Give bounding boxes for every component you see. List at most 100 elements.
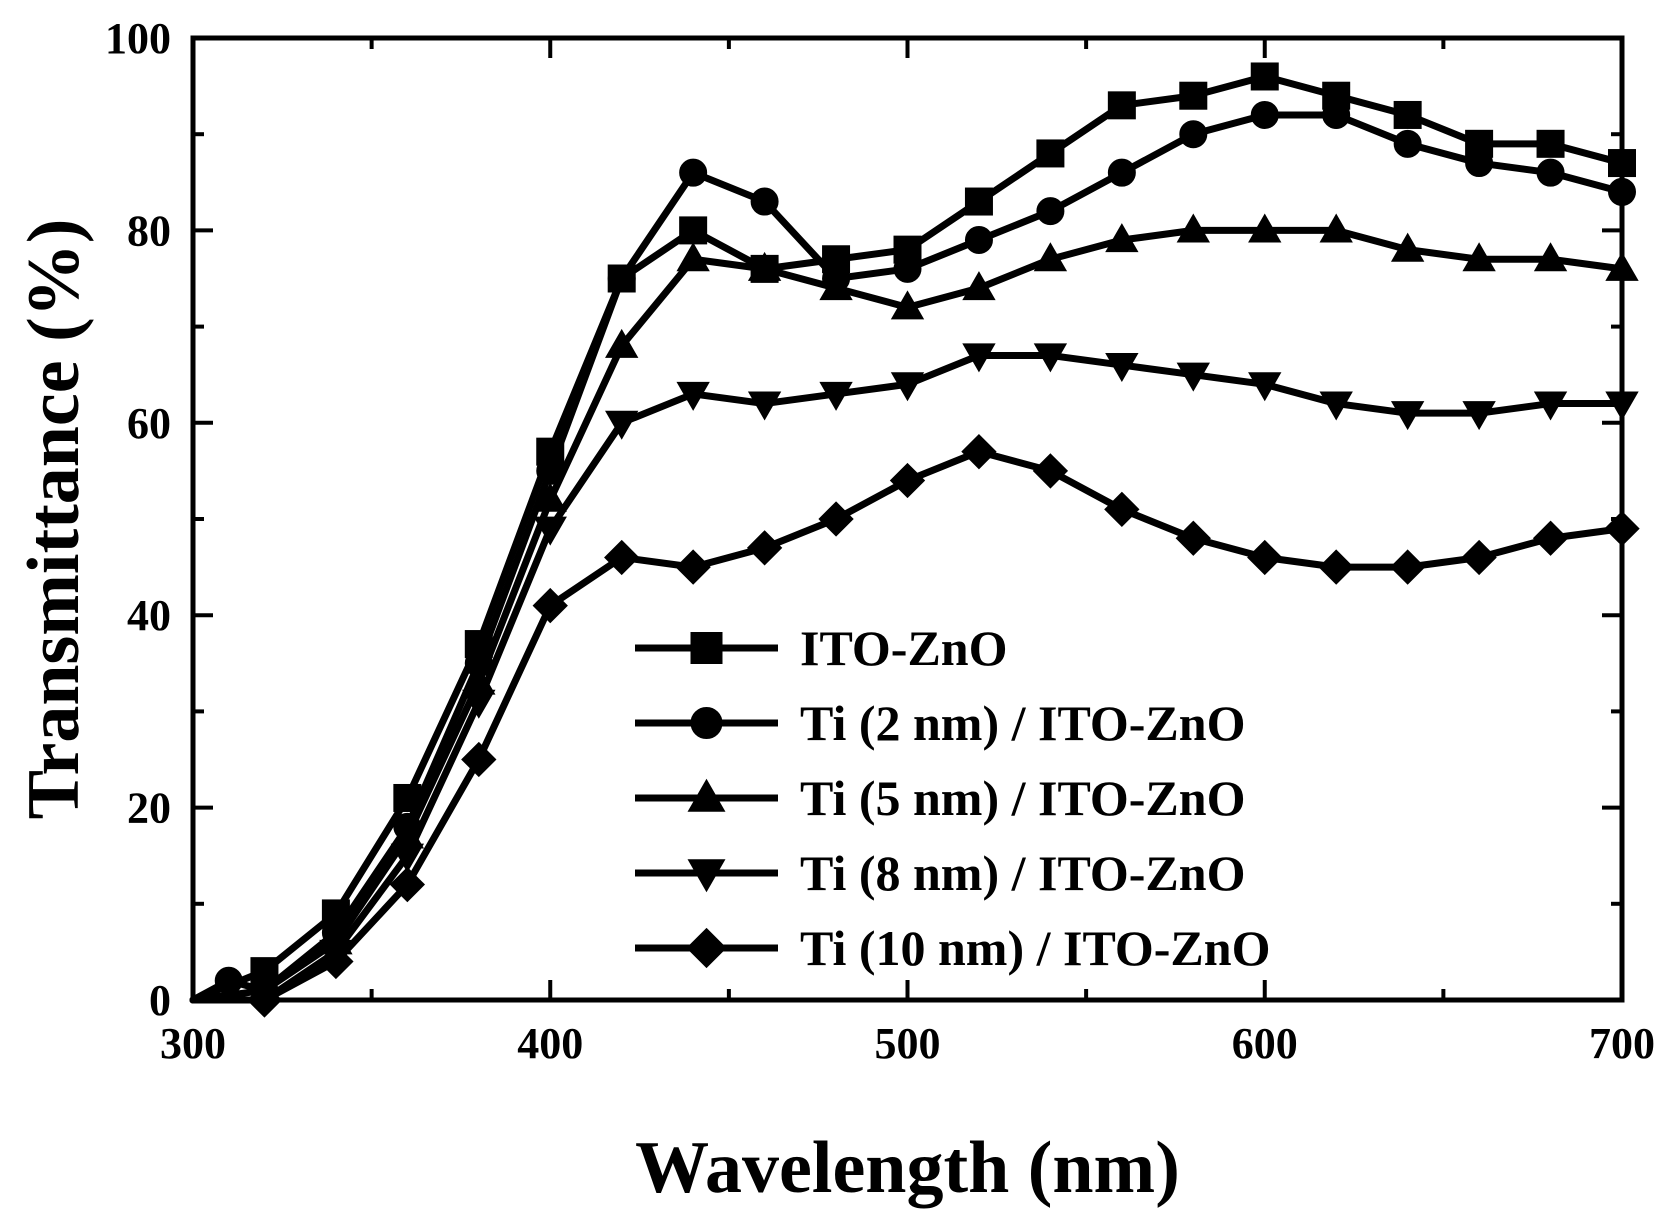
axis-ticks — [191, 36, 1624, 1002]
data-point — [1032, 453, 1069, 489]
data-point — [1532, 520, 1569, 556]
data-point — [1390, 232, 1425, 262]
data-point — [1533, 391, 1568, 421]
data-point — [964, 226, 993, 255]
y-tick-label: 80 — [127, 206, 171, 255]
data-point — [750, 187, 779, 216]
data-point — [747, 251, 782, 281]
data-point — [679, 216, 708, 245]
y-axis-title: Transmittance (%) — [13, 219, 95, 820]
legend-item: Ti (8 nm) / ITO-ZnO — [635, 845, 1245, 901]
data-point — [1319, 391, 1353, 421]
series-3 — [189, 213, 1639, 1004]
data-point — [1533, 242, 1568, 272]
data-point — [962, 343, 996, 373]
data-point — [1107, 158, 1136, 187]
series-layer — [189, 62, 1640, 1018]
data-point — [1105, 223, 1139, 253]
data-point — [1248, 372, 1282, 402]
legend-marker — [686, 927, 727, 969]
data-point — [1107, 91, 1136, 120]
data-point — [390, 843, 425, 873]
data-point — [607, 264, 636, 293]
data-point — [389, 866, 426, 903]
series-5 — [189, 433, 1640, 1018]
data-point — [676, 381, 710, 411]
data-point — [1179, 81, 1208, 110]
x-axis-title: Wavelength (nm) — [635, 1127, 1180, 1209]
data-point — [962, 271, 996, 301]
data-point — [1247, 539, 1283, 576]
data-point — [1176, 213, 1210, 243]
data-point — [1322, 100, 1351, 129]
data-point — [1105, 353, 1139, 383]
legend-item: Ti (10 nm) / ITO-ZnO — [635, 920, 1270, 976]
data-point — [318, 943, 354, 980]
legend-item: Ti (5 nm) / ITO-ZnO — [635, 770, 1245, 826]
data-point — [1175, 520, 1211, 556]
legend-label: Ti (8 nm) / ITO-ZnO — [800, 845, 1245, 901]
data-point — [747, 391, 782, 421]
series-line — [189, 351, 1626, 1004]
x-tick-label: 400 — [517, 1019, 583, 1068]
y-tick-label: 60 — [127, 399, 171, 448]
data-point — [964, 187, 993, 216]
data-point — [890, 290, 925, 320]
data-point — [1389, 549, 1426, 585]
data-point — [605, 328, 639, 358]
y-tick-label: 0 — [149, 976, 171, 1025]
series-4 — [189, 343, 1639, 1017]
data-point — [1033, 343, 1068, 373]
axis-tick-labels: 300 400 500 600 700 0 20 40 60 80 100 — [105, 14, 1655, 1068]
x-tick-label: 600 — [1232, 1019, 1298, 1068]
data-point — [890, 372, 925, 402]
data-point — [679, 158, 708, 187]
data-point — [1393, 129, 1422, 158]
data-point — [1250, 62, 1279, 91]
legend: ITO-ZnO Ti (2 nm) / ITO-ZnO Ti (5 nm) / IT… — [635, 620, 1270, 976]
legend-marker — [690, 632, 723, 664]
data-point — [1319, 213, 1353, 243]
legend-marker — [687, 778, 726, 812]
data-point — [961, 433, 997, 470]
data-point — [214, 966, 243, 995]
legend-item: Ti (2 nm) / ITO-ZnO — [635, 695, 1245, 751]
data-point — [889, 462, 926, 499]
legend-label: Ti (2 nm) / ITO-ZnO — [800, 695, 1245, 751]
data-point — [1465, 149, 1494, 178]
y-tick-label: 20 — [127, 784, 171, 833]
data-point — [1250, 100, 1279, 129]
legend-marker — [687, 859, 726, 893]
data-point — [1536, 129, 1565, 158]
data-point — [1179, 120, 1208, 149]
data-point — [462, 689, 496, 719]
y-tick-label: 40 — [127, 591, 171, 640]
data-point — [675, 549, 711, 585]
data-point — [1390, 401, 1425, 431]
data-point — [461, 741, 497, 778]
data-point — [604, 539, 640, 576]
data-point — [746, 530, 783, 566]
data-point — [1461, 539, 1497, 576]
data-point — [1176, 362, 1210, 392]
data-point — [532, 587, 568, 624]
data-point — [818, 501, 854, 537]
data-point — [1033, 242, 1068, 272]
x-tick-label: 700 — [1589, 1019, 1655, 1068]
legend-label: ITO-ZnO — [800, 620, 1008, 676]
data-point — [893, 254, 922, 283]
x-tick-label: 300 — [160, 1019, 226, 1068]
data-point — [819, 381, 853, 411]
data-point — [1462, 401, 1496, 431]
x-tick-label: 500 — [875, 1019, 941, 1068]
data-point — [1104, 491, 1140, 528]
data-point — [1536, 158, 1565, 187]
data-point — [1248, 213, 1282, 243]
y-tick-label: 100 — [105, 14, 171, 63]
data-point — [533, 516, 567, 546]
data-point — [819, 271, 853, 301]
legend-marker — [690, 707, 723, 739]
data-point — [533, 482, 567, 512]
data-point — [676, 242, 710, 272]
